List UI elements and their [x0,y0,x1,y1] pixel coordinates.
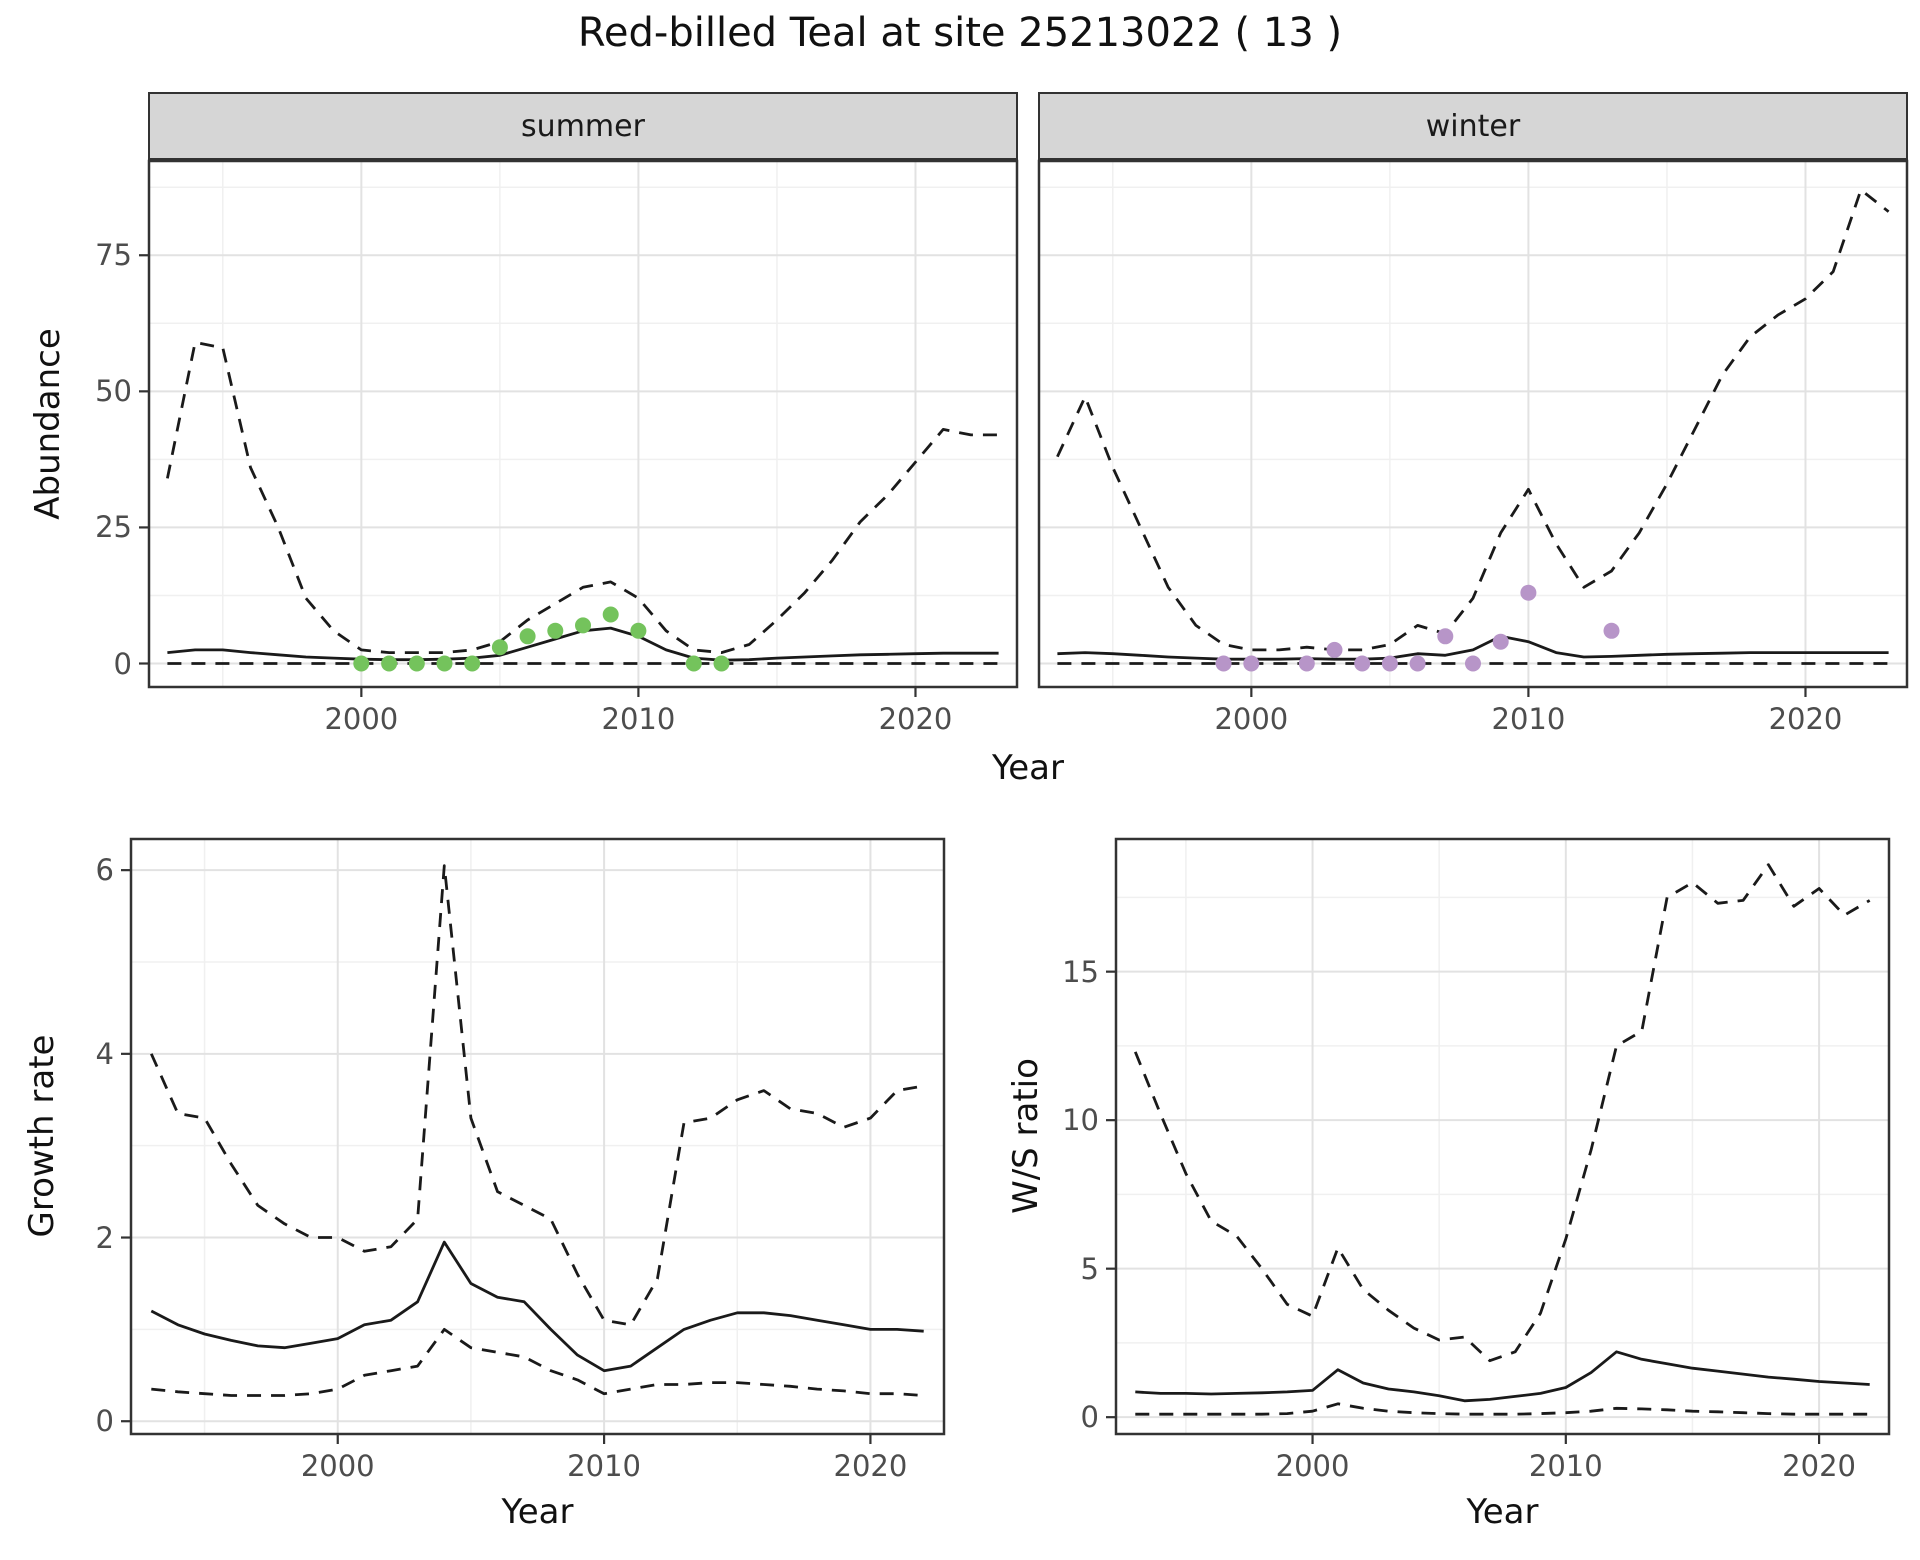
abundance-winter-observations-point [1354,655,1371,672]
ws-ratio-series-group [1134,863,1871,1416]
facet-strip-summer: summer [148,92,1018,160]
panel-border [1114,837,1891,1436]
abundance-winter-observations-point [1437,628,1454,645]
abundance-summer-series-group [166,341,999,672]
growth-rate-mean-line [150,1240,924,1373]
x-tick-label: 2020 [1768,702,1843,736]
y-tick-label: 0 [95,1404,114,1439]
growth-rate-svg [121,837,946,1444]
x-tick-label: 2000 [1214,702,1289,736]
ws-year-axis-label: Year [1466,1492,1539,1532]
abundance-winter-observations-point [1492,633,1509,650]
abundance-axis-label: Abundance [28,328,68,520]
abundance-winter-observations-point [1381,655,1398,672]
x-tick-label: 2010 [1528,1449,1603,1483]
abundance-winter-observations-point [1409,655,1426,672]
abundance-winter-mean-line [1057,634,1889,661]
ws-ratio-upper-ci-line [1134,863,1871,1363]
abundance-summer-observations-point [519,628,536,645]
abundance-winter-svg [1037,159,1909,697]
abundance-summer-observations-point [464,655,481,672]
panel-border [129,837,946,1436]
y-tick-label: 5 [1080,1251,1099,1286]
x-tick-label: 2020 [878,702,953,736]
growth-rate-series-group [150,864,924,1397]
abundance-summer-upper-ci-line [166,341,999,654]
x-tick-label: 2000 [1275,1449,1350,1483]
abundance-winter-observations-point [1243,655,1260,672]
abundance-summer-observations-point [685,655,702,672]
x-tick-label: 2020 [1782,1449,1856,1483]
abundance-winter-observations-point [1520,584,1537,601]
y-tick-label: 6 [95,853,114,888]
growth-rate-axis-label: Growth rate [22,1034,62,1238]
abundance-summer-observations-point [547,622,564,639]
facet-strip-summer-label: summer [521,108,645,144]
y-tick-label: 75 [95,238,132,273]
ws-ratio-mean-line [1135,1350,1870,1403]
y-tick-label: 25 [95,510,132,545]
abundance-winter-observations-point [1465,655,1481,672]
abundance-summer-svg [139,159,1019,697]
growth-rate-upper-ci-line [150,864,924,1327]
x-tick-label: 2000 [300,1449,375,1483]
abundance-summer-observations-point [353,655,370,672]
ws-ratio-axis-label: W/S ratio [1006,1058,1046,1214]
abundance-winter-observations-point [1215,655,1232,672]
x-tick-label: 2010 [601,702,676,736]
ws-ratio-svg [1106,837,1891,1444]
y-tick-label: 15 [1062,954,1099,989]
abundance-summer-observations-point [491,639,508,656]
growth-rate-panel: 2000 2010 2020 0 2 4 6 [96,837,946,1483]
abundance-winter-observations-point [1326,641,1343,658]
x-tick-label: 2020 [833,1449,908,1483]
panel-border [1037,159,1909,689]
abundance-summer-observations-point [575,617,591,634]
y-tick-label: 50 [95,374,132,409]
x-tick-label: 2010 [567,1449,641,1483]
growth-rate-lower-ci-line [151,1328,924,1397]
y-tick-label: 2 [95,1220,114,1255]
abundance-summer-observations-point [436,655,453,672]
abundance-winter-upper-ci-line [1056,188,1890,652]
abundance-summer-observations-point [713,655,730,672]
panel-border [147,159,1019,689]
abundance-summer-observations-point [408,655,425,672]
ws-ratio-lower-ci-line [1135,1402,1870,1416]
x-tick-label: 2000 [324,702,399,736]
y-tick-label: 10 [1062,1103,1099,1138]
winter-abundance-panel: 2000 2010 2020 [1037,159,1909,736]
y-tick-label: 0 [113,646,132,681]
abundance-winter-observations-point [1298,655,1315,672]
top-year-axis-label: Year [992,748,1064,788]
ws-ratio-panel: 2000 2010 2020 0 5 10 15 [1062,837,1891,1483]
x-tick-label: 2010 [1491,702,1566,736]
growth-year-axis-label: Year [501,1492,574,1532]
y-tick-label: 0 [1080,1400,1099,1435]
summer-abundance-panel: 2000 2010 2020 0 25 50 75 [95,159,1019,736]
abundance-winter-observations-point [1603,622,1620,639]
facet-strip-winter: winter [1038,92,1908,160]
facet-strip-winter-label: winter [1425,108,1521,144]
abundance-summer-observations-point [381,655,398,672]
y-tick-label: 4 [95,1036,114,1071]
abundance-winter-series-group [1056,188,1890,672]
abundance-summer-observations-point [602,606,619,623]
abundance-summer-observations-point [630,622,647,639]
chart-title: Red-billed Teal at site 25213022 ( 13 ) [577,10,1343,56]
